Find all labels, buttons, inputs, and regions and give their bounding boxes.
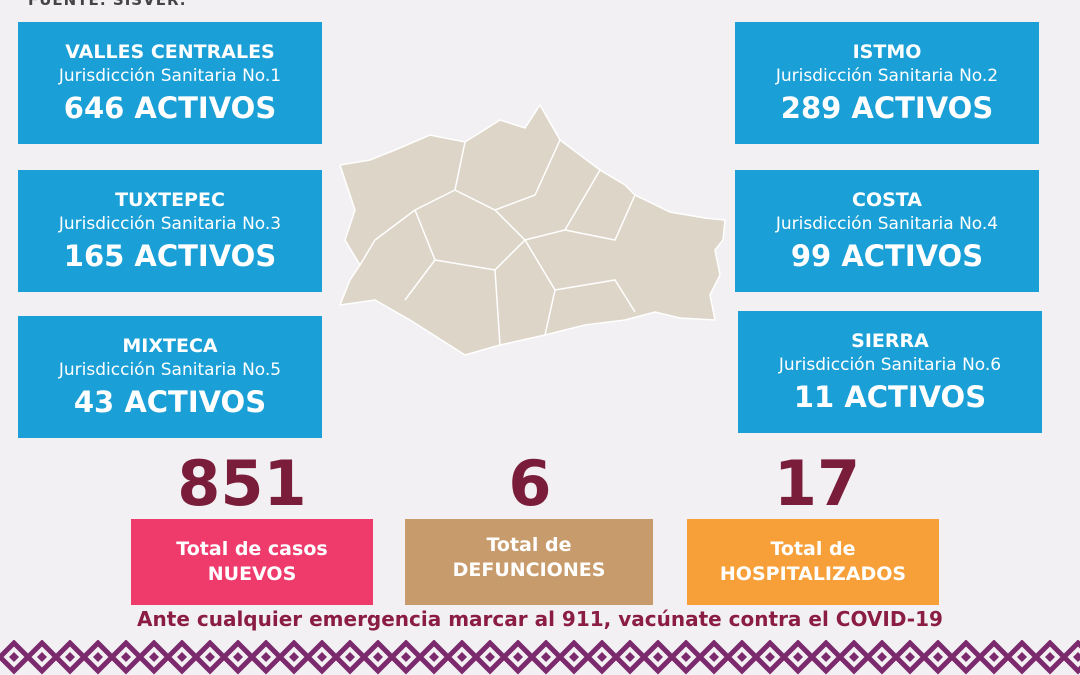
active: 43 ACTIVOS <box>73 385 267 419</box>
region-box: ISTMO Jurisdicción Sanitaria No.2 289 ACTI… <box>735 22 1039 144</box>
total-label: Total de <box>486 534 572 556</box>
footer: Ante cualquier emergencia marcar al 911,… <box>137 607 943 631</box>
total-label: DEFUNCIONES <box>452 559 606 581</box>
region-box: MIXTECA Jurisdicción Sanitaria No.5 43 ACT… <box>18 316 322 438</box>
map <box>338 103 726 356</box>
active: 646 ACTIVOS <box>63 91 277 125</box>
jurisdiction: Jurisdicción Sanitaria No.5 <box>58 360 282 380</box>
total-label: Total de <box>770 538 856 560</box>
region-box: COSTA Jurisdicción Sanitaria No.4 99 ACTIV… <box>735 170 1039 292</box>
total-value: 6 <box>508 447 552 520</box>
region-borders <box>359 139 636 346</box>
region-box: VALLES CENTRALES Jurisdicción Sanitaria N… <box>18 22 322 144</box>
jurisdiction: Jurisdicción Sanitaria No.3 <box>58 214 282 234</box>
total-value: 17 <box>773 447 861 520</box>
total-box: Total de DEFUNCIONES <box>405 519 653 605</box>
region-box: SIERRA Jurisdicción Sanitaria No.6 11 ACTI… <box>738 311 1042 433</box>
region-name: SIERRA <box>851 330 929 352</box>
total-label: HOSPITALIZADOS <box>719 563 907 585</box>
jurisdiction: Jurisdicción Sanitaria No.6 <box>778 355 1002 375</box>
region-name: VALLES CENTRALES <box>65 41 275 63</box>
region-name: ISTMO <box>852 41 922 63</box>
total-value: 851 <box>177 447 307 520</box>
source: FUENTE: SISVER. <box>28 0 187 9</box>
jurisdiction: Jurisdicción Sanitaria No.1 <box>58 66 282 86</box>
jurisdiction: Jurisdicción Sanitaria No.4 <box>775 214 999 234</box>
total-label: Total de casos <box>176 538 328 560</box>
active: 99 ACTIVOS <box>790 239 984 273</box>
region-name: COSTA <box>852 189 922 211</box>
active: 289 ACTIVOS <box>780 91 994 125</box>
pattern <box>0 640 1080 675</box>
jurisdiction: Jurisdicción Sanitaria No.2 <box>775 66 999 86</box>
total-box: Total de HOSPITALIZADOS <box>687 519 939 605</box>
total-box: Total de casos NUEVOS <box>131 519 373 605</box>
region-box: TUXTEPEC Jurisdicción Sanitaria No.3 165 A… <box>18 170 322 292</box>
active: 11 ACTIVOS <box>793 380 987 414</box>
pattern-band <box>0 640 1080 675</box>
state-shape <box>338 103 726 356</box>
active: 165 ACTIVOS <box>63 239 277 273</box>
total-label: NUEVOS <box>207 563 297 585</box>
region-name: MIXTECA <box>122 335 218 357</box>
region-name: TUXTEPEC <box>115 189 225 211</box>
